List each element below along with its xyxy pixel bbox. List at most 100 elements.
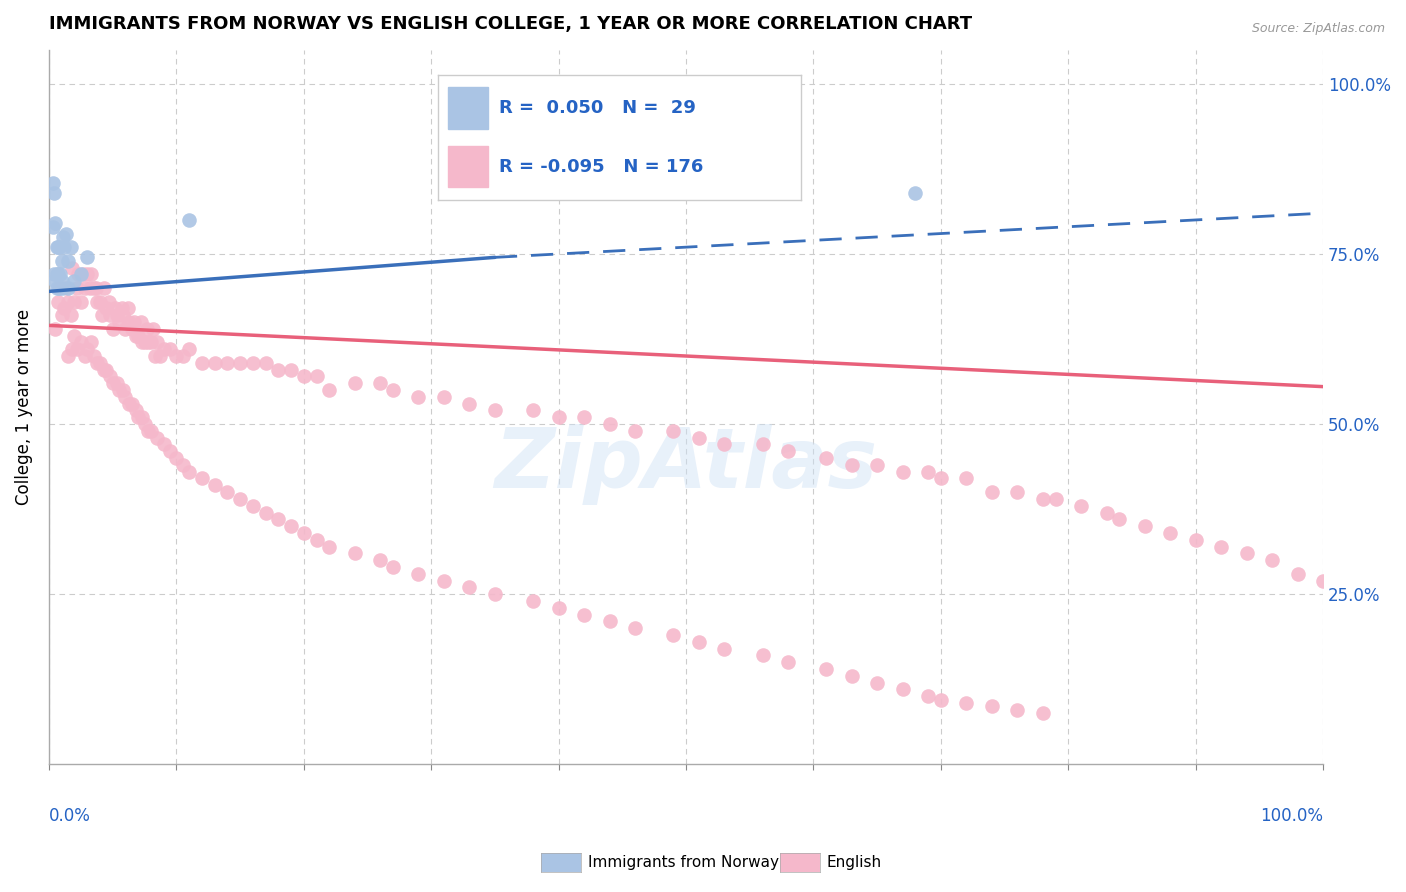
Point bbox=[114, 322, 136, 336]
Point bbox=[149, 349, 172, 363]
Point bbox=[73, 281, 96, 295]
Point bbox=[66, 342, 89, 356]
Point bbox=[97, 294, 120, 309]
Point bbox=[138, 335, 160, 350]
Point bbox=[318, 540, 340, 554]
Point bbox=[139, 335, 162, 350]
Point bbox=[152, 342, 174, 356]
Point bbox=[599, 417, 621, 431]
Point bbox=[118, 397, 141, 411]
Point bbox=[458, 580, 481, 594]
Point bbox=[408, 390, 430, 404]
Point bbox=[217, 356, 239, 370]
Point bbox=[44, 274, 66, 288]
Y-axis label: College, 1 year or more: College, 1 year or more bbox=[15, 309, 32, 505]
Point bbox=[624, 424, 647, 438]
Point bbox=[522, 594, 544, 608]
Point bbox=[111, 308, 134, 322]
Point bbox=[80, 335, 103, 350]
Point bbox=[56, 349, 79, 363]
Point bbox=[46, 268, 69, 282]
Point bbox=[1286, 566, 1309, 581]
Point bbox=[318, 383, 340, 397]
Point bbox=[63, 294, 86, 309]
Point bbox=[46, 240, 69, 254]
Point bbox=[53, 301, 76, 316]
Point bbox=[139, 424, 162, 438]
Point bbox=[146, 335, 169, 350]
Point bbox=[104, 301, 127, 316]
Point bbox=[46, 294, 69, 309]
Point bbox=[484, 161, 506, 176]
Point bbox=[165, 451, 187, 466]
Point bbox=[662, 424, 685, 438]
Point bbox=[56, 253, 79, 268]
Point bbox=[1159, 525, 1181, 540]
Point bbox=[124, 403, 146, 417]
Point bbox=[179, 213, 201, 227]
Point bbox=[114, 390, 136, 404]
Point bbox=[292, 369, 315, 384]
Point bbox=[101, 322, 124, 336]
Point bbox=[108, 315, 131, 329]
Point bbox=[242, 499, 264, 513]
Point bbox=[121, 397, 143, 411]
Point bbox=[1007, 703, 1029, 717]
Point bbox=[124, 328, 146, 343]
Text: English: English bbox=[827, 855, 882, 870]
Point bbox=[688, 635, 710, 649]
Point bbox=[127, 410, 149, 425]
Point bbox=[866, 675, 889, 690]
Point bbox=[101, 376, 124, 391]
Point bbox=[929, 471, 952, 485]
Text: ZipAtlas: ZipAtlas bbox=[495, 424, 877, 505]
Point bbox=[152, 437, 174, 451]
Point bbox=[866, 458, 889, 472]
Point bbox=[52, 230, 75, 244]
Point bbox=[267, 512, 290, 526]
Point bbox=[96, 362, 118, 376]
Point bbox=[280, 519, 302, 533]
Point bbox=[1211, 540, 1233, 554]
Point bbox=[86, 294, 108, 309]
Point bbox=[713, 437, 735, 451]
Point bbox=[688, 431, 710, 445]
Point bbox=[254, 356, 277, 370]
Point bbox=[131, 410, 153, 425]
Point bbox=[955, 696, 977, 710]
Point bbox=[179, 342, 201, 356]
Point bbox=[51, 308, 73, 322]
Point bbox=[1007, 485, 1029, 500]
Point bbox=[118, 315, 141, 329]
Point bbox=[980, 699, 1002, 714]
Text: 100.0%: 100.0% bbox=[1260, 807, 1323, 825]
Point bbox=[129, 315, 152, 329]
Point bbox=[138, 424, 160, 438]
Point bbox=[305, 369, 328, 384]
Point bbox=[776, 655, 799, 669]
Point bbox=[751, 437, 773, 451]
Point bbox=[484, 403, 506, 417]
Point bbox=[67, 268, 90, 282]
Point bbox=[572, 410, 595, 425]
Point bbox=[891, 682, 914, 697]
Point bbox=[904, 186, 927, 200]
Point bbox=[45, 281, 67, 295]
Point bbox=[105, 308, 128, 322]
Point bbox=[48, 281, 70, 295]
Point bbox=[127, 328, 149, 343]
Point bbox=[776, 444, 799, 458]
Point bbox=[80, 268, 103, 282]
Point bbox=[53, 240, 76, 254]
Point bbox=[624, 621, 647, 635]
Point bbox=[408, 566, 430, 581]
Point bbox=[841, 669, 863, 683]
Point bbox=[55, 227, 77, 241]
Point bbox=[165, 349, 187, 363]
Point bbox=[484, 587, 506, 601]
Point bbox=[98, 308, 121, 322]
Point bbox=[89, 294, 111, 309]
Point bbox=[117, 301, 139, 316]
Point bbox=[96, 301, 118, 316]
Point bbox=[55, 281, 77, 295]
